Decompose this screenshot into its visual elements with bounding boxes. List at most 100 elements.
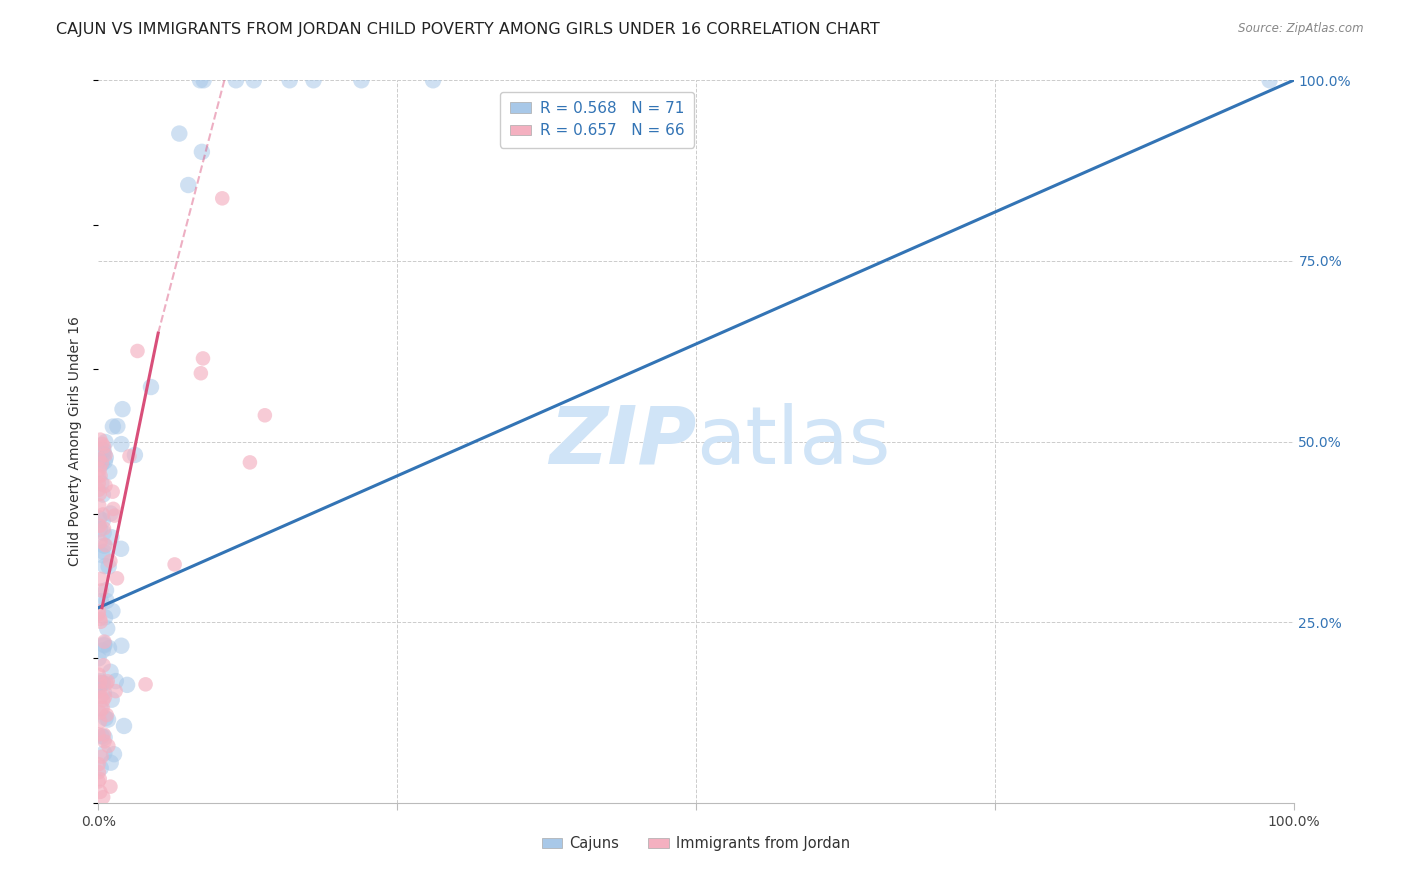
Point (87, 727, 110, 741)
Point (89, 612, 111, 626)
Point (103, 501, 125, 516)
Point (94, 448, 117, 462)
Point (89, 433, 111, 447)
Point (243, 73, 266, 87)
Point (89, 454, 111, 468)
Point (90, 457, 112, 471)
Point (89, 714, 111, 729)
Point (90, 749, 112, 764)
Point (87, 483, 110, 497)
Point (169, 127, 191, 141)
Point (118, 449, 141, 463)
Point (89, 487, 111, 501)
Point (91, 701, 114, 715)
Point (105, 571, 128, 585)
Point (89, 674, 111, 689)
Point (90, 476, 112, 491)
Point (87, 679, 110, 693)
Point (87, 476, 110, 491)
Point (422, 73, 444, 87)
Point (94, 450, 117, 465)
Point (87, 604, 110, 618)
Text: CAJUN VS IMMIGRANTS FROM JORDAN CHILD POVERTY AMONG GIRLS UNDER 16 CORRELATION C: CAJUN VS IMMIGRANTS FROM JORDAN CHILD PO… (56, 22, 880, 37)
Point (93, 731, 115, 745)
Point (104, 684, 127, 698)
Point (89, 785, 111, 799)
Point (93, 539, 115, 553)
Point (93, 746, 115, 760)
Point (94, 478, 117, 492)
Point (110, 639, 132, 653)
Point (100, 780, 122, 794)
Text: ZIP: ZIP (548, 402, 696, 481)
Point (177, 178, 200, 192)
Point (94, 583, 117, 598)
Point (89, 499, 111, 513)
Point (94, 435, 117, 450)
Point (90, 583, 112, 598)
Point (110, 437, 132, 451)
Point (104, 674, 127, 689)
Point (100, 665, 122, 679)
Point (98, 465, 121, 479)
Point (89, 522, 111, 536)
Point (91, 549, 114, 563)
Point (105, 419, 128, 434)
Point (87, 651, 110, 665)
Text: Source: ZipAtlas.com: Source: ZipAtlas.com (1239, 22, 1364, 36)
Point (90, 761, 112, 775)
Point (90, 572, 112, 586)
Point (89, 534, 111, 549)
Point (127, 343, 149, 358)
Point (89, 684, 111, 698)
Point (191, 145, 214, 159)
Point (101, 604, 124, 618)
Point (139, 380, 162, 394)
Point (94, 711, 117, 725)
Point (90, 615, 112, 629)
Point (100, 530, 122, 544)
Point (87, 667, 110, 681)
Point (91, 437, 114, 451)
Point (90, 594, 112, 608)
Point (94, 559, 117, 574)
Y-axis label: Child Poverty Among Girls Under 16: Child Poverty Among Girls Under 16 (69, 317, 83, 566)
Point (101, 484, 124, 499)
Point (93, 447, 115, 461)
Point (103, 508, 125, 523)
Point (100, 507, 122, 521)
Point (163, 558, 186, 572)
Point (98, 554, 121, 568)
Point (89, 772, 111, 786)
Point (91, 693, 114, 707)
Point (93, 734, 115, 748)
Point (302, 73, 325, 87)
Point (93, 638, 115, 652)
Point (91, 508, 114, 522)
Point (93, 658, 115, 673)
Point (90, 690, 112, 704)
Point (90, 456, 112, 470)
Point (98, 640, 121, 655)
Point (96, 708, 118, 723)
Point (94, 538, 117, 552)
Point (91, 676, 114, 690)
Point (100, 756, 122, 770)
Point (124, 448, 146, 462)
Point (89, 511, 111, 525)
Point (1258, 73, 1281, 87)
Point (93, 443, 115, 458)
Point (91, 513, 114, 527)
Point (96, 622, 118, 636)
Point (93, 545, 115, 559)
Point (100, 692, 122, 706)
Point (93, 637, 115, 651)
Point (191, 351, 214, 366)
Point (93, 634, 115, 648)
Point (87, 774, 110, 789)
Point (278, 73, 301, 87)
Point (101, 419, 124, 434)
Point (91, 487, 114, 501)
Point (94, 454, 117, 468)
Point (97, 739, 120, 753)
